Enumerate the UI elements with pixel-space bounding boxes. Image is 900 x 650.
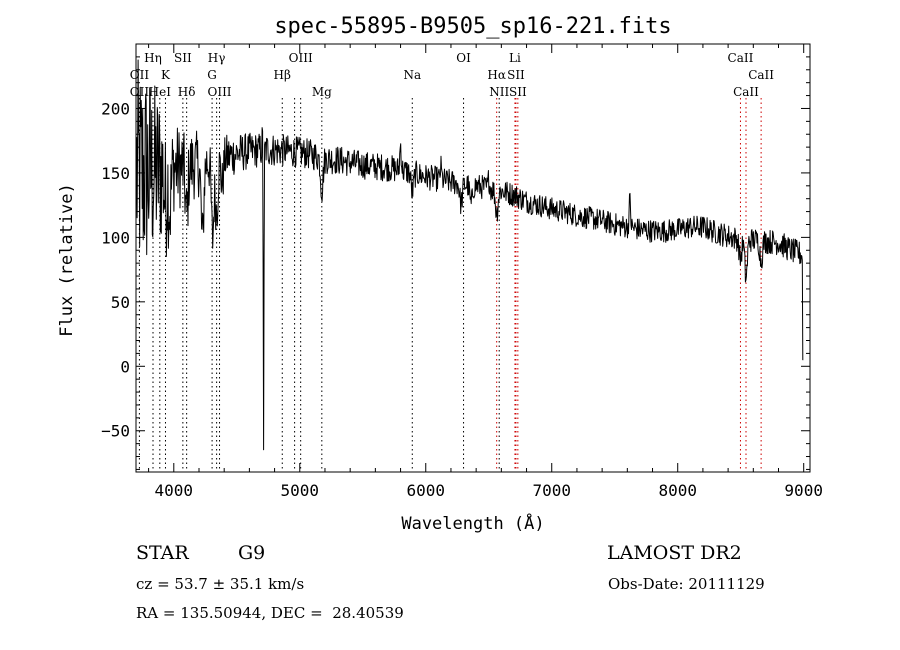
line-label: OIII [207,85,231,99]
line-label: K [161,68,171,82]
y-tick-label: 50 [111,293,130,312]
line-label: CaII [748,68,774,82]
y-tick-label: 100 [101,228,130,247]
line-label: Hα [487,68,506,82]
y-axis-label: Flux (relative) [57,183,77,337]
line-label: Na [403,68,421,82]
line-label: Mg [312,85,332,99]
line-label: OI [456,51,471,65]
line-label: OII [130,85,150,99]
line-label: G [207,68,217,82]
chart-title: spec-55895-B9505_sp16-221.fits [274,14,671,39]
spectrum-line [136,59,804,451]
line-label: NII [489,85,509,99]
y-tick-label: −50 [101,422,130,441]
y-tick-label: 200 [101,99,130,118]
redshift-readout: cz = 53.7 ± 35.1 km/s [136,575,305,593]
x-axis: 4000 5000 6000 7000 8000 9000 [148,44,823,500]
x-tick-label: 9000 [784,481,823,500]
line-label: SII [507,68,525,82]
line-label: Li [509,51,521,65]
y-axis: −50 0 50 100 150 200 [101,56,810,470]
object-type: STAR [136,542,189,564]
line-label: OII [130,68,150,82]
x-tick-label: 5000 [281,481,320,500]
line-label: SII [509,85,527,99]
x-tick-label: 7000 [532,481,571,500]
line-label: Hη [144,51,162,65]
line-label: Hβ [274,68,291,82]
object-subclass: G9 [238,542,266,564]
plot-frame [135,43,811,473]
line-label: Hδ [178,85,196,99]
x-tick-label: 4000 [155,481,194,500]
coordinates: RA = 135.50944, DEC = 28.40539 [136,604,404,622]
line-label: CaII [728,51,754,65]
y-tick-label: 0 [120,357,130,376]
y-tick-label: 150 [101,164,130,183]
obs-date: Obs-Date: 20111129 [608,575,765,593]
line-labels: OII Hη OII K HeI SII Hδ Hγ G OIII OIII Hβ Mg Na OI Hα NI… [130,51,775,99]
x-tick-label: 6000 [406,481,445,500]
x-tick-label: 8000 [658,481,697,500]
line-label: CaII [733,85,759,99]
survey-name: LAMOST DR2 [607,542,742,564]
line-label: Hγ [208,51,226,65]
line-label: HeI [149,85,172,99]
line-label: OIII [289,51,313,65]
line-markers [138,98,762,472]
x-axis-label: Wavelength (Å) [401,512,544,534]
line-label: SII [174,51,192,65]
